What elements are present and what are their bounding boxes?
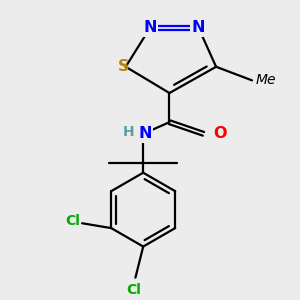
Text: Cl: Cl xyxy=(65,214,80,228)
Text: H: H xyxy=(123,125,134,139)
Text: N: N xyxy=(143,20,157,35)
Text: N: N xyxy=(138,126,152,141)
Text: Me: Me xyxy=(256,74,276,87)
Text: N: N xyxy=(192,20,205,35)
Text: S: S xyxy=(118,59,130,74)
Text: O: O xyxy=(213,126,227,141)
Text: Cl: Cl xyxy=(126,284,141,298)
